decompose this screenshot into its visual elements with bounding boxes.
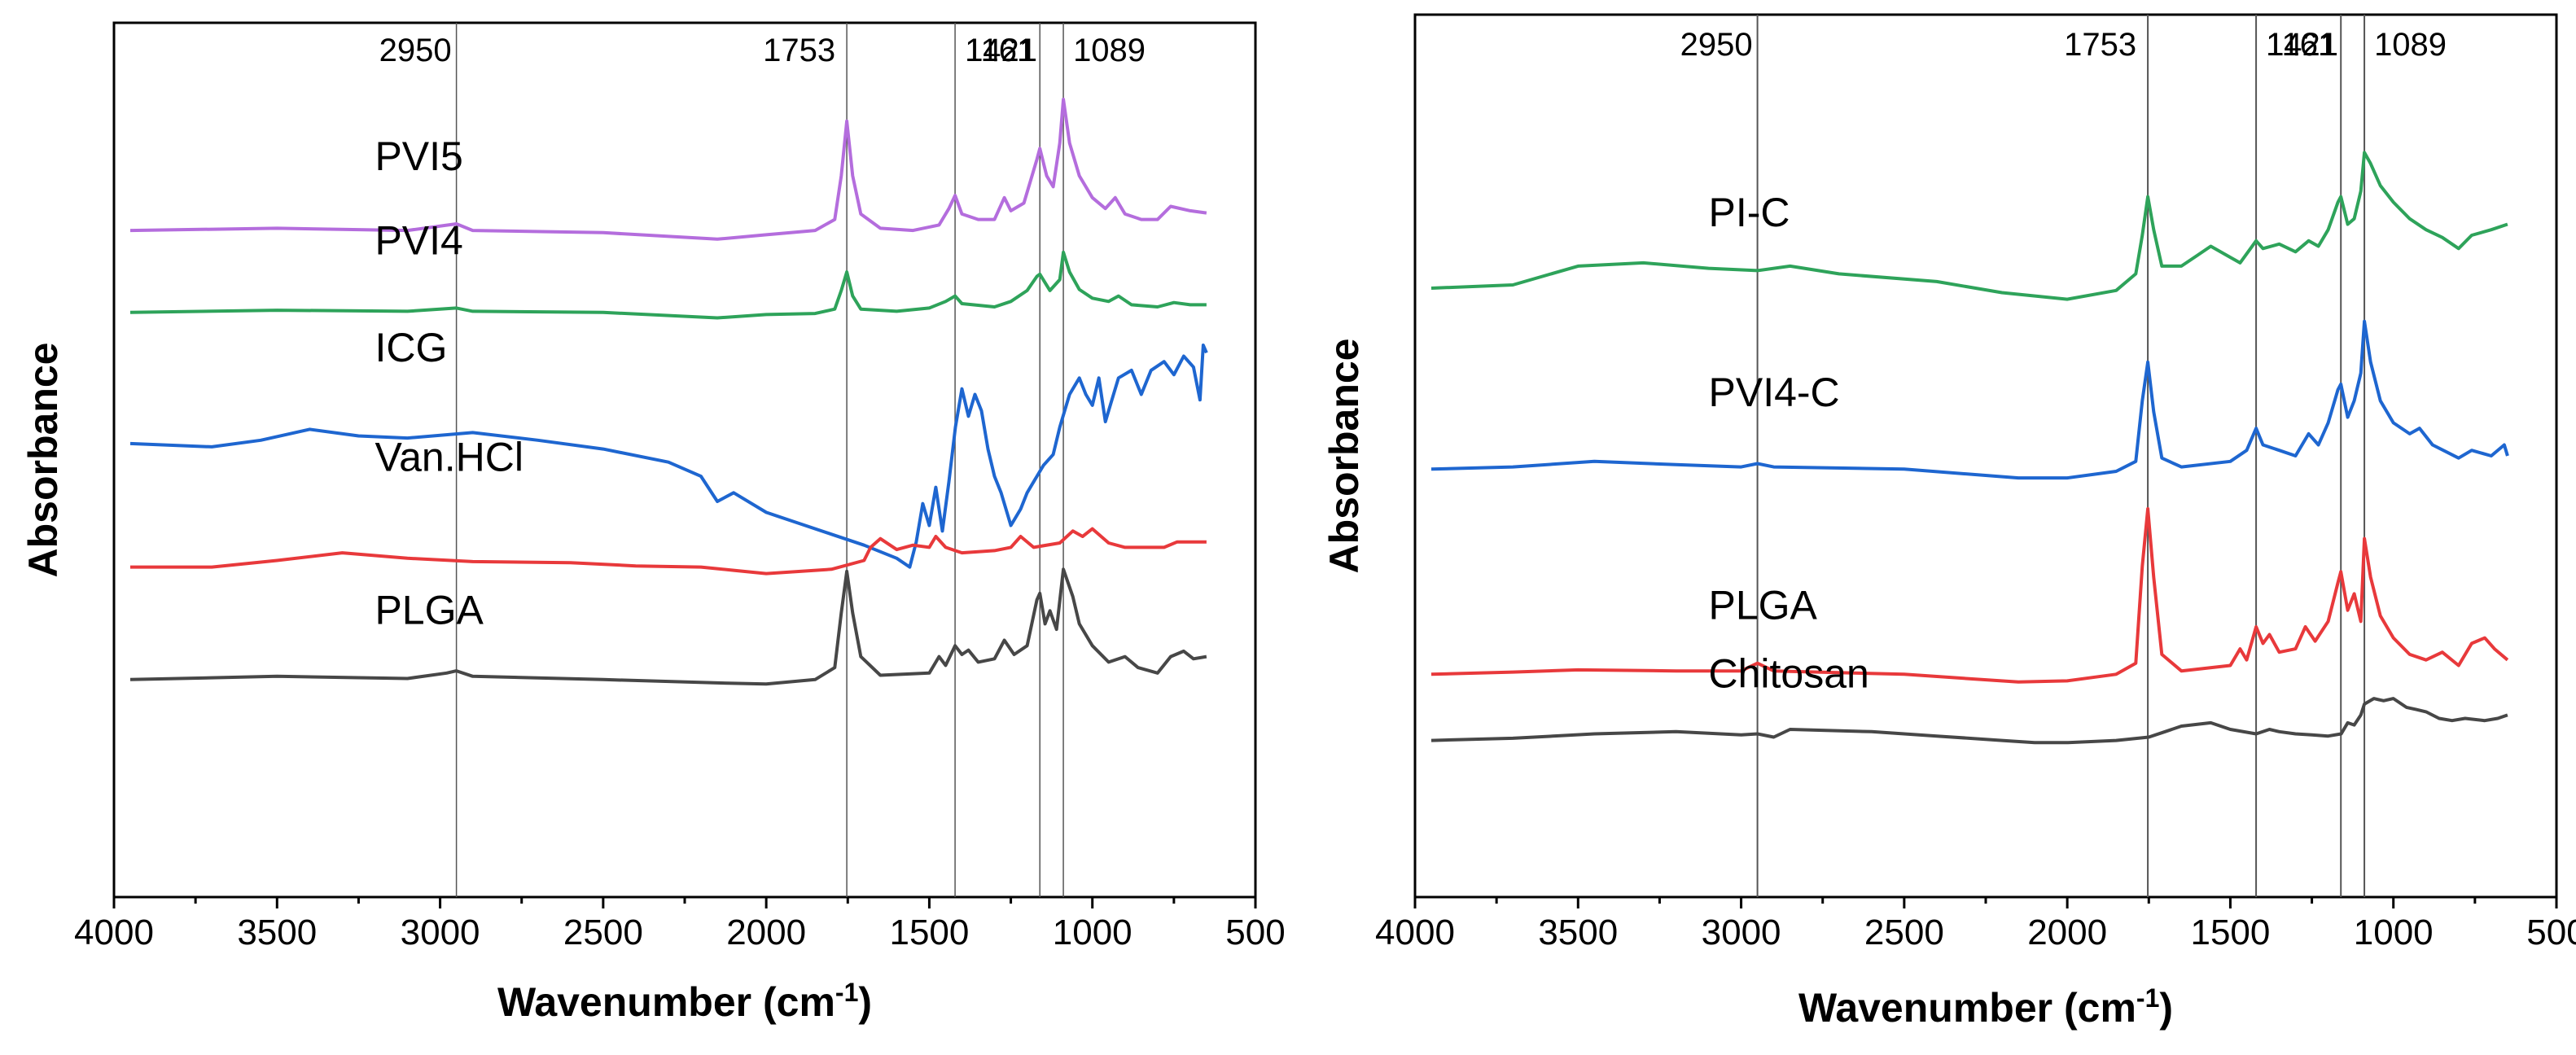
right-x-axis-title-main: Wavenumber (cm [1798, 985, 2136, 1031]
right-y-axis-title: Absorbance [1321, 339, 1367, 574]
right-series-line-plga [1430, 507, 2509, 684]
right-x-tick-label-1000: 1000 [2354, 913, 2434, 952]
left-series-line-icg [129, 344, 1208, 569]
left-peak-label-1089: 1089 [1073, 33, 1146, 68]
left-series-label-van-hcl: Van.HCl [375, 434, 523, 479]
right-peak-label-1421: 1421 [2266, 27, 2338, 63]
left-series-line-pvi5 [129, 98, 1207, 241]
right-x-tick-label-2500: 2500 [1864, 913, 1944, 952]
left-x-axis-title-main: Wavenumber (cm [497, 979, 835, 1025]
right-x-axis-title: Wavenumber (cm-1) [1798, 983, 2173, 1031]
right-peak-label-1753: 1753 [2064, 27, 2136, 63]
right-x-axis-title-sup: -1 [2136, 983, 2159, 1013]
left-x-tick-label-500: 500 [1225, 913, 1285, 952]
left-peak-label-1753: 1753 [763, 33, 835, 68]
left-x-tick-label-3000: 3000 [401, 913, 480, 952]
right-series-line-chitosan [1430, 697, 2508, 745]
left-peak-label-1421: 1421 [965, 33, 1037, 68]
left-x-axis-title: Wavenumber (cm-1) [497, 978, 872, 1025]
right-x-tick-label-3000: 3000 [1702, 913, 1781, 952]
left-y-axis-title: Absorbance [20, 343, 66, 578]
left-series-line-van-hcl [130, 527, 1207, 576]
right-series-line-pi-c [1430, 151, 2508, 301]
left-x-tick-label-2500: 2500 [563, 913, 643, 952]
right-peak-label-1161: 1161 [2266, 27, 2336, 63]
left-series-label-pvi4: PVI4 [375, 218, 462, 264]
left-x-tick-label-3500: 3500 [237, 913, 317, 952]
right-x-tick-label-500: 500 [2526, 913, 2576, 952]
right-x-tick-label-4000: 4000 [1375, 913, 1455, 952]
right-peak-label-1089: 1089 [2374, 27, 2447, 63]
left-series-line-pvi4 [129, 250, 1207, 320]
right-x-tick-label-2000: 2000 [2027, 913, 2107, 952]
right-x-tick-label-3500: 3500 [1538, 913, 1618, 952]
left-series-label-plga: PLGA [375, 587, 484, 633]
left-series-label-icg: ICG [375, 325, 447, 370]
right-peak-label-2950: 2950 [1680, 27, 1753, 63]
left-series-label-pvi5: PVI5 [375, 134, 462, 179]
right-series-label-pvi4-c: PVI4-C [1709, 370, 1840, 415]
left-x-axis-title-sup: -1 [835, 978, 858, 1007]
left-x-tick-label-4000: 4000 [74, 913, 154, 952]
left-peak-label-1161: 1161 [965, 33, 1035, 68]
right-x-axis-title-close: ) [2159, 985, 2173, 1031]
left-series-group: PVI5 PVI4 ICG Van.HCl PLGA [129, 98, 1208, 686]
right-series-line-pvi4-c [1430, 319, 2509, 480]
right-series-label-plga: PLGA [1709, 583, 1818, 628]
left-x-axis-title-close: ) [858, 979, 872, 1025]
left-x-tick-label-1000: 1000 [1053, 913, 1132, 952]
right-x-tick-label-1500: 1500 [2190, 913, 2270, 952]
left-x-axis-ticks: 4000 3500 3000 2500 2000 1500 1000 500 [74, 897, 1286, 952]
left-x-tick-label-2000: 2000 [726, 913, 806, 952]
left-series-line-plga [129, 567, 1207, 686]
left-peak-label-2950: 2950 [379, 33, 452, 68]
right-series-label-pi-c: PI-C [1709, 190, 1790, 235]
right-x-axis-ticks: 4000 3500 3000 2500 2000 1500 1000 500 [1375, 897, 2576, 952]
right-series-label-chitosan: Chitosan [1709, 651, 1869, 697]
right-series-group: PI-C PVI4-C PLGA Chitosan [1430, 151, 2509, 745]
left-x-tick-label-1500: 1500 [889, 913, 969, 952]
